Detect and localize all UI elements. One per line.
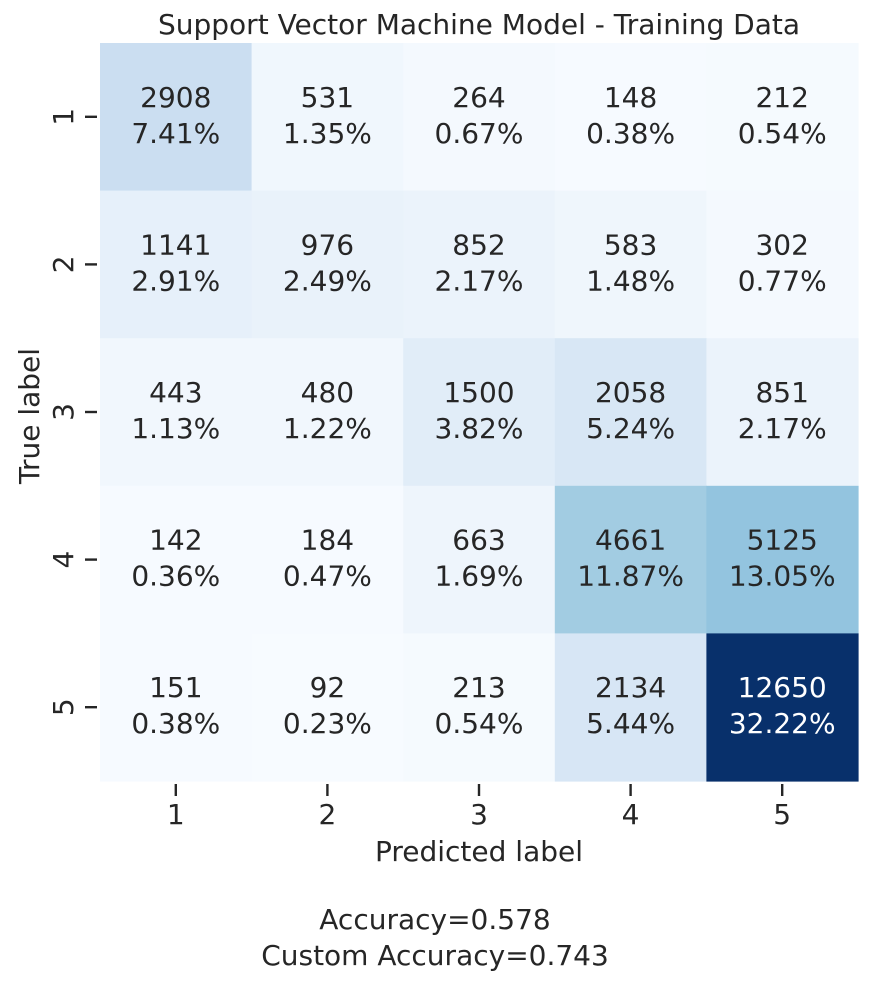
cell-count-r3-c2: 480 <box>301 376 354 409</box>
cell-percent-r2-c1: 2.91% <box>131 264 220 297</box>
x-tick-label-1: 1 <box>167 798 185 831</box>
cell-percent-r5-c2: 0.23% <box>283 707 372 740</box>
heatmap-cell-r5-c4 <box>554 633 707 782</box>
heatmap-cells: 29087.41%5311.35%2640.67%1480.38%2120.54… <box>100 43 859 782</box>
cell-count-r1-c4: 148 <box>604 81 657 114</box>
heatmap-cell-r3-c5 <box>706 338 859 487</box>
cell-count-r3-c5: 851 <box>755 376 808 409</box>
cell-count-r3-c1: 443 <box>149 376 202 409</box>
heatmap-cell-r1-c2 <box>251 43 404 192</box>
cell-percent-r4-c4: 11.87% <box>577 560 684 593</box>
y-tick-label-2: 2 <box>47 255 80 273</box>
heatmap-cell-r3-c4 <box>554 338 707 487</box>
cell-percent-r1-c4: 0.38% <box>586 117 675 150</box>
y-tick-label-4: 4 <box>47 551 80 569</box>
heatmap-cell-r2-c2 <box>251 190 404 339</box>
heatmap-cell-r1-c3 <box>403 43 556 192</box>
heatmap-cell-r3-c1 <box>100 338 253 487</box>
cell-count-r2-c5: 302 <box>755 228 808 261</box>
heatmap-cell-r5-c3 <box>403 633 556 782</box>
heatmap-cell-r5-c5 <box>706 633 859 782</box>
y-axis-label: True label <box>13 348 46 485</box>
heatmap-cell-r1-c1 <box>100 43 253 192</box>
cell-percent-r5-c5: 32.22% <box>729 707 836 740</box>
x-tick-label-3: 3 <box>470 798 488 831</box>
cell-percent-r2-c3: 2.17% <box>435 264 524 297</box>
cell-count-r4-c4: 4661 <box>595 524 666 557</box>
chart-title: Support Vector Machine Model - Training … <box>158 8 800 41</box>
heatmap-cell-r1-c5 <box>706 43 859 192</box>
heatmap-cell-r2-c3 <box>403 190 556 339</box>
cell-percent-r5-c1: 0.38% <box>131 707 220 740</box>
cell-percent-r4-c1: 0.36% <box>131 560 220 593</box>
cell-percent-r1-c1: 7.41% <box>131 117 220 150</box>
custom-accuracy-text: Custom Accuracy=0.743 <box>261 939 609 972</box>
heatmap-cell-r4-c3 <box>403 485 556 634</box>
cell-count-r4-c5: 5125 <box>747 524 818 557</box>
cell-count-r2-c4: 583 <box>604 228 657 261</box>
cell-percent-r4-c2: 0.47% <box>283 560 372 593</box>
cell-count-r5-c1: 151 <box>149 671 202 704</box>
x-axis-label: Predicted label <box>375 835 583 868</box>
x-tick-label-5: 5 <box>773 798 791 831</box>
heatmap-cell-r4-c5 <box>706 485 859 634</box>
cell-count-r1-c3: 264 <box>452 81 505 114</box>
cell-percent-r2-c5: 0.77% <box>738 264 827 297</box>
cell-percent-r1-c5: 0.54% <box>738 117 827 150</box>
cell-count-r1-c2: 531 <box>301 81 354 114</box>
heatmap-cell-r2-c4 <box>554 190 707 339</box>
cell-count-r3-c3: 1500 <box>443 376 514 409</box>
y-tick-label-1: 1 <box>47 108 80 126</box>
cell-percent-r3-c2: 1.22% <box>283 412 372 445</box>
cell-percent-r3-c4: 5.24% <box>586 412 675 445</box>
cell-count-r4-c1: 142 <box>149 524 202 557</box>
cell-count-r4-c3: 663 <box>452 524 505 557</box>
cell-percent-r2-c2: 2.49% <box>283 264 372 297</box>
cell-percent-r2-c4: 1.48% <box>586 264 675 297</box>
cell-count-r5-c4: 2134 <box>595 671 666 704</box>
cell-percent-r3-c3: 3.82% <box>435 412 524 445</box>
cell-count-r5-c5: 12650 <box>738 671 827 704</box>
x-tick-label-2: 2 <box>318 798 336 831</box>
cell-count-r3-c4: 2058 <box>595 376 666 409</box>
cell-count-r1-c1: 2908 <box>140 81 211 114</box>
heatmap-cell-r4-c2 <box>251 485 404 634</box>
cell-percent-r5-c3: 0.54% <box>435 707 524 740</box>
x-tick-label-4: 4 <box>622 798 640 831</box>
y-tick-label-5: 5 <box>47 698 80 716</box>
heatmap-cell-r2-c5 <box>706 190 859 339</box>
cell-count-r2-c3: 852 <box>452 228 505 261</box>
cell-percent-r4-c3: 1.69% <box>435 560 524 593</box>
cell-percent-r3-c1: 1.13% <box>131 412 220 445</box>
heatmap-cell-r5-c2 <box>251 633 404 782</box>
cell-percent-r4-c5: 13.05% <box>729 560 836 593</box>
heatmap-cell-r4-c4 <box>554 485 707 634</box>
cell-count-r2-c1: 1141 <box>140 228 211 261</box>
cell-count-r5-c2: 92 <box>310 671 346 704</box>
heatmap-cell-r4-c1 <box>100 485 253 634</box>
cell-count-r5-c3: 213 <box>452 671 505 704</box>
heatmap-cell-r3-c3 <box>403 338 556 487</box>
cell-count-r4-c2: 184 <box>301 524 354 557</box>
axis-ticks: 1 2 3 4 5 1 2 3 4 5 <box>47 108 791 831</box>
cell-percent-r5-c4: 5.44% <box>586 707 675 740</box>
accuracy-text: Accuracy=0.578 <box>319 903 551 936</box>
heatmap-cell-r5-c1 <box>100 633 253 782</box>
cell-count-r1-c5: 212 <box>755 81 808 114</box>
cell-percent-r3-c5: 2.17% <box>738 412 827 445</box>
cell-percent-r1-c3: 0.67% <box>435 117 524 150</box>
heatmap-cell-r1-c4 <box>554 43 707 192</box>
confusion-matrix-chart: Support Vector Machine Model - Training … <box>13 8 859 868</box>
y-tick-label-3: 3 <box>47 403 80 421</box>
heatmap-cell-r2-c1 <box>100 190 253 339</box>
cell-count-r2-c2: 976 <box>301 228 354 261</box>
heatmap-cell-r3-c2 <box>251 338 404 487</box>
cell-percent-r1-c2: 1.35% <box>283 117 372 150</box>
